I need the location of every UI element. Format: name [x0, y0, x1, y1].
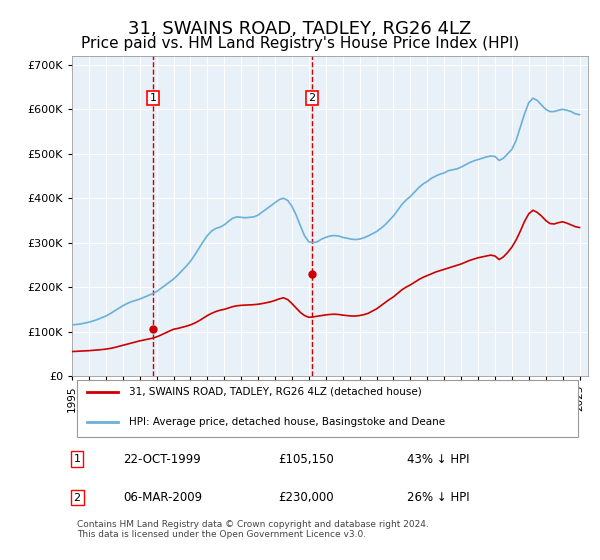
Text: Contains HM Land Registry data © Crown copyright and database right 2024.
This d: Contains HM Land Registry data © Crown c… — [77, 520, 429, 539]
Text: 2: 2 — [74, 493, 81, 502]
Text: 2: 2 — [308, 93, 315, 103]
Text: £230,000: £230,000 — [278, 491, 334, 504]
Text: 06-MAR-2009: 06-MAR-2009 — [124, 491, 203, 504]
Text: £105,150: £105,150 — [278, 452, 334, 466]
Text: 31, SWAINS ROAD, TADLEY, RG26 4LZ: 31, SWAINS ROAD, TADLEY, RG26 4LZ — [128, 20, 472, 38]
Text: 22-OCT-1999: 22-OCT-1999 — [124, 452, 202, 466]
Text: 26% ↓ HPI: 26% ↓ HPI — [407, 491, 470, 504]
Text: 1: 1 — [74, 454, 80, 464]
FancyBboxPatch shape — [77, 380, 578, 437]
Text: 43% ↓ HPI: 43% ↓ HPI — [407, 452, 470, 466]
Text: 1: 1 — [150, 93, 157, 103]
Text: Price paid vs. HM Land Registry's House Price Index (HPI): Price paid vs. HM Land Registry's House … — [81, 36, 519, 52]
Text: 31, SWAINS ROAD, TADLEY, RG26 4LZ (detached house): 31, SWAINS ROAD, TADLEY, RG26 4LZ (detac… — [129, 387, 422, 397]
Text: HPI: Average price, detached house, Basingstoke and Deane: HPI: Average price, detached house, Basi… — [129, 417, 445, 427]
